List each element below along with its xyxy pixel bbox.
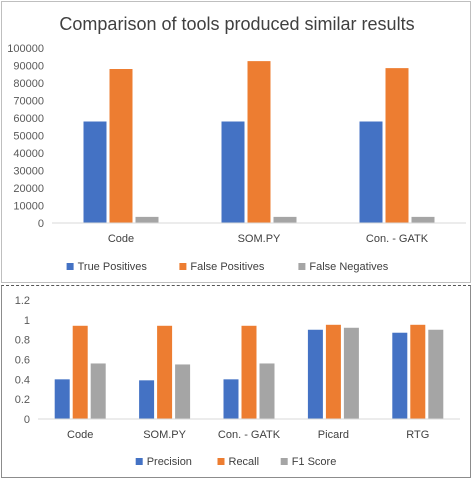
- y-tick-label: 0.8: [15, 335, 30, 347]
- x-category-label: Con. - GATK: [366, 233, 429, 245]
- y-tick-label: 40000: [13, 148, 44, 160]
- chart-1-svg: Comparison of tools produced similar res…: [7, 14, 466, 273]
- legend-label: False Negatives: [309, 261, 388, 273]
- y-tick-label: 0.4: [15, 374, 30, 386]
- bar-recall-1: [157, 325, 173, 419]
- chart-panel-1: Comparison of tools produced similar res…: [1, 1, 471, 283]
- bar-recall-3: [325, 324, 341, 419]
- x-category-label: Con. - GATK: [218, 429, 281, 441]
- x-category-label: SOM.PY: [143, 429, 186, 441]
- bar-false-positives-2: [385, 68, 409, 223]
- y-tick-label: 0: [24, 414, 30, 426]
- legend-label: Precision: [147, 456, 192, 468]
- bar-precision-3: [307, 329, 323, 419]
- chart-2-svg: 0 0.2 0.4 0.6 0.8 1 1.2 Code SOM.PY Con. - GATK Pi…: [15, 295, 460, 468]
- bar-precision-0: [54, 379, 70, 419]
- bar-precision-4: [392, 332, 408, 419]
- legend-label: Recall: [229, 456, 260, 468]
- chart-panel-2: 0 0.2 0.4 0.6 0.8 1 1.2 Code SOM.PY Con. - GATK Pi…: [1, 285, 471, 478]
- bar-f1-score-2: [259, 363, 275, 419]
- y-tick-label: 0.2: [15, 394, 30, 406]
- legend-swatch: [217, 458, 225, 465]
- y-tick-label: 80000: [13, 78, 44, 90]
- bar-recall-2: [241, 325, 257, 419]
- legend-swatch: [66, 263, 74, 270]
- y-tick-label: 0.6: [15, 355, 30, 367]
- legend-label: F1 Score: [292, 456, 337, 468]
- chart-1-title: Comparison of tools produced similar res…: [59, 14, 414, 34]
- y-tick-label: 0: [38, 218, 44, 230]
- y-tick-label: 30000: [13, 166, 44, 178]
- bar-precision-1: [139, 380, 155, 419]
- bar-false-positives-1: [247, 61, 271, 223]
- legend-label: True Positives: [78, 261, 148, 273]
- y-tick-label: 90000: [13, 61, 44, 73]
- legend-label: False Positives: [190, 261, 264, 273]
- bar-false-negatives-2: [411, 216, 435, 223]
- legend-swatch: [179, 263, 187, 270]
- legend-swatch: [135, 458, 143, 465]
- y-tick-label: 10000: [13, 201, 44, 213]
- bar-f1-score-3: [343, 327, 359, 419]
- y-tick-label: 70000: [13, 96, 44, 108]
- y-tick-label: 100000: [7, 43, 44, 55]
- x-category-label: RTG: [406, 429, 429, 441]
- y-tick-label: 1.2: [15, 295, 30, 307]
- y-tick-label: 60000: [13, 113, 44, 125]
- legend-swatch: [298, 263, 306, 270]
- bar-true-positives-1: [221, 121, 245, 223]
- x-category-label: Code: [67, 429, 93, 441]
- bar-f1-score-4: [428, 329, 444, 419]
- x-category-label: Code: [108, 233, 134, 245]
- bar-precision-2: [223, 379, 239, 419]
- bar-false-negatives-1: [273, 216, 297, 223]
- y-tick-label: 50000: [13, 131, 44, 143]
- bar-false-negatives-0: [135, 216, 159, 223]
- bar-f1-score-1: [175, 364, 191, 419]
- x-category-label: Picard: [318, 429, 349, 441]
- legend-swatch: [280, 458, 288, 465]
- bar-recall-0: [72, 325, 88, 419]
- y-tick-label: 20000: [13, 183, 44, 195]
- bar-recall-4: [410, 324, 426, 419]
- bar-true-positives-0: [83, 121, 107, 223]
- bar-false-positives-0: [109, 69, 133, 223]
- y-tick-label: 1: [24, 315, 30, 327]
- bar-f1-score-0: [90, 363, 106, 419]
- x-category-label: SOM.PY: [238, 233, 281, 245]
- bar-true-positives-2: [359, 121, 383, 223]
